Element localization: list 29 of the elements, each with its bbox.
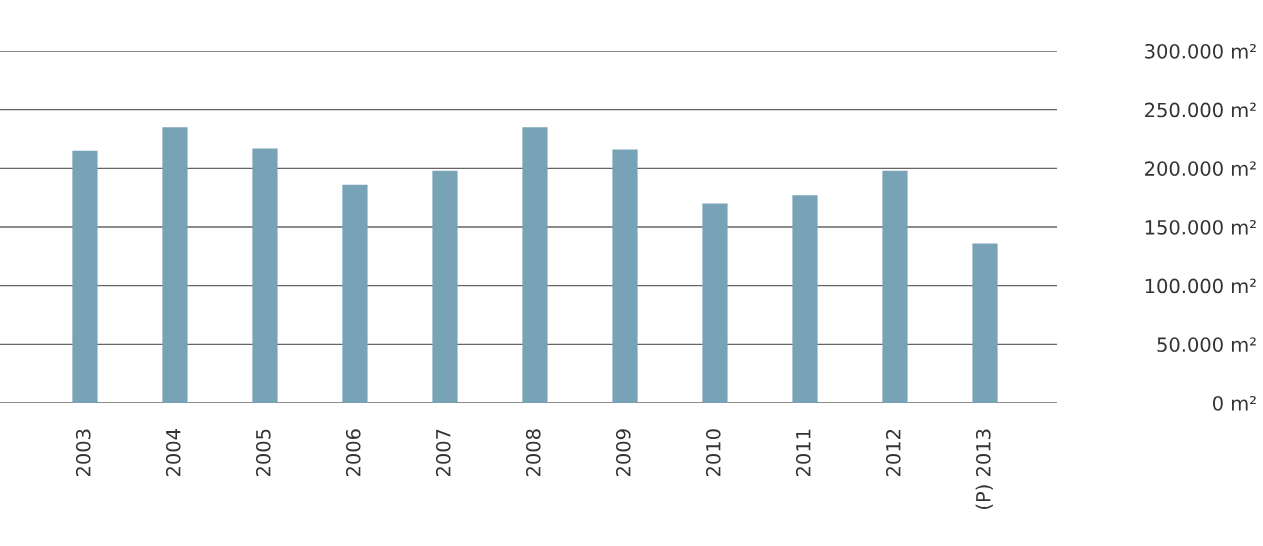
bar	[702, 203, 728, 403]
x-tick-label: 2008	[525, 429, 541, 477]
bar	[342, 184, 368, 403]
y-tick-label: 300.000 m²	[1145, 43, 1256, 59]
x-tick-label: (P) 2013	[975, 429, 993, 509]
x-tick-label: 2011	[795, 429, 811, 477]
x-tick-label: 2005	[255, 429, 271, 477]
y-tick-label: 250.000 m²	[1145, 102, 1256, 118]
y-tick-label: 200.000 m²	[1145, 161, 1256, 176]
y-tick-label: 100.000 m²	[1145, 278, 1256, 294]
bar	[72, 150, 98, 403]
x-tick-label: 2009	[615, 429, 631, 477]
x-tick-label: 2004	[165, 429, 181, 477]
bar	[252, 148, 278, 403]
x-tick-label: 2010	[705, 429, 721, 477]
y-tick-label: 150.000 m²	[1145, 219, 1256, 235]
y-tick-label: 0 m²	[1212, 395, 1256, 411]
bar	[522, 127, 548, 403]
x-tick-label: 2003	[75, 429, 91, 477]
x-tick-label: 2012	[885, 429, 901, 477]
bar	[432, 170, 458, 403]
x-tick-label: 2007	[435, 429, 451, 477]
bar	[612, 149, 638, 403]
y-tick-label: 50.000 m²	[1157, 337, 1256, 352]
bar	[972, 243, 998, 403]
bar	[882, 170, 908, 403]
x-tick-label: 2006	[345, 429, 361, 477]
bar	[162, 127, 188, 403]
bar	[792, 195, 818, 403]
